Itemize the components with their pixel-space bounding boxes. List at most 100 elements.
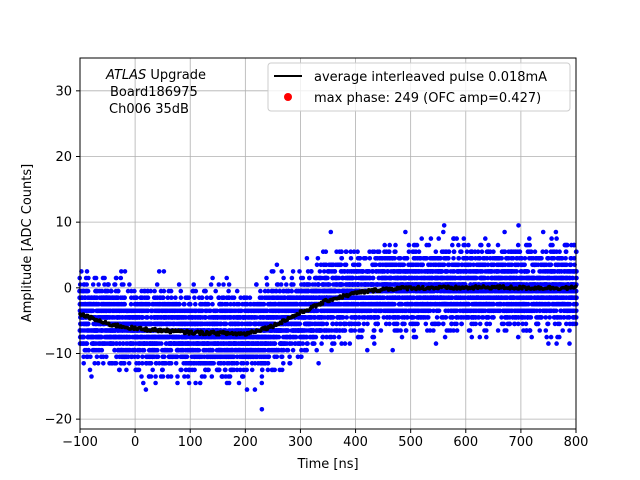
data-point [356,321,362,327]
data-point [234,288,240,294]
data-point [260,301,266,307]
data-point [403,328,409,333]
data-point [145,308,151,314]
data-point [336,334,342,340]
data-point [431,328,436,333]
data-point [304,255,310,261]
data-point [94,354,100,360]
data-point [344,249,349,254]
data-point [433,341,439,346]
data-point [332,269,338,274]
data-point [259,374,265,379]
data-point [363,255,369,261]
data-point [81,334,86,340]
data-point [274,262,280,268]
data-point [93,275,99,281]
data-point [300,275,306,281]
data-point [185,374,191,379]
data-point [404,255,410,261]
data-point [186,367,191,373]
data-point [342,328,347,333]
data-point [90,282,96,287]
data-point [441,262,447,268]
data-point [329,347,334,353]
data-point [325,275,330,281]
data-point [120,341,126,346]
data-point [86,321,91,327]
data-point [331,334,337,340]
data-point [113,275,119,281]
data-point [182,374,187,379]
data-point [165,295,171,301]
data-point [139,374,144,379]
data-point [440,321,446,327]
data-point [173,295,178,301]
data-point [450,242,455,248]
data-point [161,354,167,360]
data-point [118,275,124,281]
data-point [289,275,295,281]
data-point [314,347,320,353]
data-point [401,262,407,268]
data-point [299,354,304,360]
data-point [210,275,215,281]
data-point [290,269,296,274]
data-point [226,288,231,294]
data-point [136,367,142,373]
data-point [264,275,269,281]
data-point [297,321,303,327]
data-point [96,282,101,287]
data-point [332,341,337,346]
data-point [84,282,89,287]
data-point [393,242,398,248]
data-point [387,321,392,327]
data-point [133,295,139,301]
data-point [206,301,211,307]
data-point [153,361,159,366]
data-point [231,295,237,301]
data-point [415,321,420,327]
data-point [216,367,221,373]
data-point [231,367,237,373]
data-point [122,301,127,307]
data-point [169,295,174,301]
data-point [119,269,124,274]
data-point [228,301,233,307]
data-point [279,354,284,360]
data-point [159,341,164,346]
data-point [188,301,193,307]
data-point [304,347,310,353]
data-point [175,380,180,386]
data-point [174,354,180,360]
data-point [319,341,324,346]
data-point [216,282,222,287]
data-point [131,347,137,353]
data-point [155,347,160,353]
data-point [128,301,134,307]
data-point [375,315,381,320]
data-point [140,361,145,366]
data-point [297,269,302,274]
data-point [81,361,86,366]
data-point [99,288,105,294]
data-point [236,380,242,386]
data-point [136,361,142,366]
data-point [148,361,154,366]
data-point [143,387,149,392]
data-point [175,374,180,379]
data-point [203,315,208,320]
data-point [153,380,158,386]
data-point [436,308,441,314]
data-point [148,288,153,294]
data-point [414,242,420,248]
data-point [291,282,296,287]
data-point [252,387,258,392]
data-point [183,315,188,320]
data-point [102,282,107,287]
data-point [231,354,236,360]
data-point [247,295,253,301]
data-point [327,282,332,287]
data-point [449,315,455,320]
data-point [86,347,91,353]
